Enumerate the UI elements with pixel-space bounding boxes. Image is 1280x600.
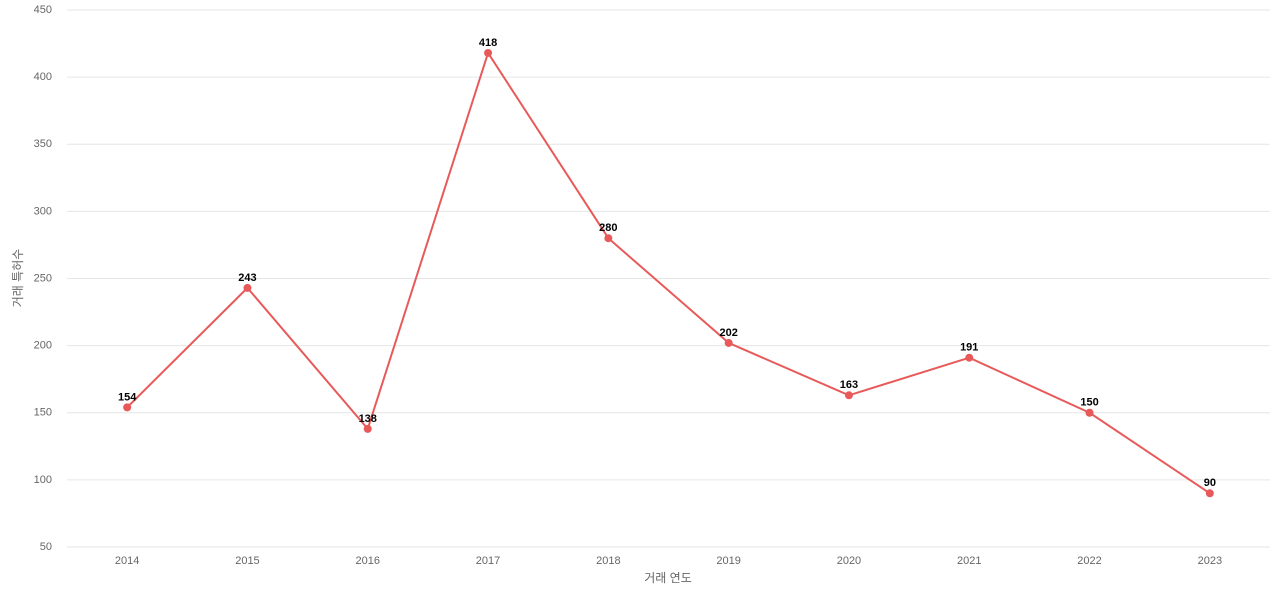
x-axis-title: 거래 연도 [644, 571, 692, 585]
data-label: 280 [599, 222, 617, 234]
x-tick-label: 2023 [1198, 555, 1222, 567]
data-label: 202 [719, 327, 737, 339]
point [123, 403, 132, 412]
x-tick-label: 2017 [476, 555, 500, 567]
x-tick-label: 2019 [716, 555, 740, 567]
data-label: 90 [1204, 477, 1216, 489]
data-label: 154 [118, 391, 137, 403]
point [724, 338, 733, 347]
point [844, 391, 853, 400]
point [1085, 408, 1094, 417]
data-label: 138 [359, 413, 377, 425]
data-label: 150 [1080, 397, 1098, 409]
point [363, 424, 372, 433]
y-tick-label: 200 [34, 340, 52, 352]
y-tick-label: 400 [34, 71, 52, 83]
y-axis-title: 거래 특허수 [11, 249, 25, 308]
data-label: 243 [238, 272, 256, 284]
point [243, 283, 252, 292]
data-label: 418 [479, 37, 497, 49]
x-tick-label: 2016 [356, 555, 380, 567]
y-tick-label: 300 [34, 205, 52, 217]
point [965, 353, 974, 362]
y-tick-label: 250 [34, 272, 52, 284]
x-tick-label: 2021 [957, 555, 981, 567]
x-tick-label: 2020 [837, 555, 861, 567]
y-tick-label: 150 [34, 407, 52, 419]
x-tick-label: 2022 [1077, 555, 1101, 567]
y-tick-label: 100 [34, 474, 52, 486]
y-tick-label: 350 [34, 138, 52, 150]
x-tick-label: 2015 [235, 555, 259, 567]
point [484, 48, 493, 57]
point [1205, 489, 1214, 498]
x-tick-label: 2018 [596, 555, 620, 567]
y-tick-label: 50 [40, 541, 52, 553]
data-label: 191 [960, 342, 978, 354]
y-tick-label: 450 [34, 4, 52, 16]
x-tick-label: 2014 [115, 555, 139, 567]
point [604, 234, 613, 243]
data-label: 163 [840, 379, 858, 391]
line [126, 50, 1211, 495]
